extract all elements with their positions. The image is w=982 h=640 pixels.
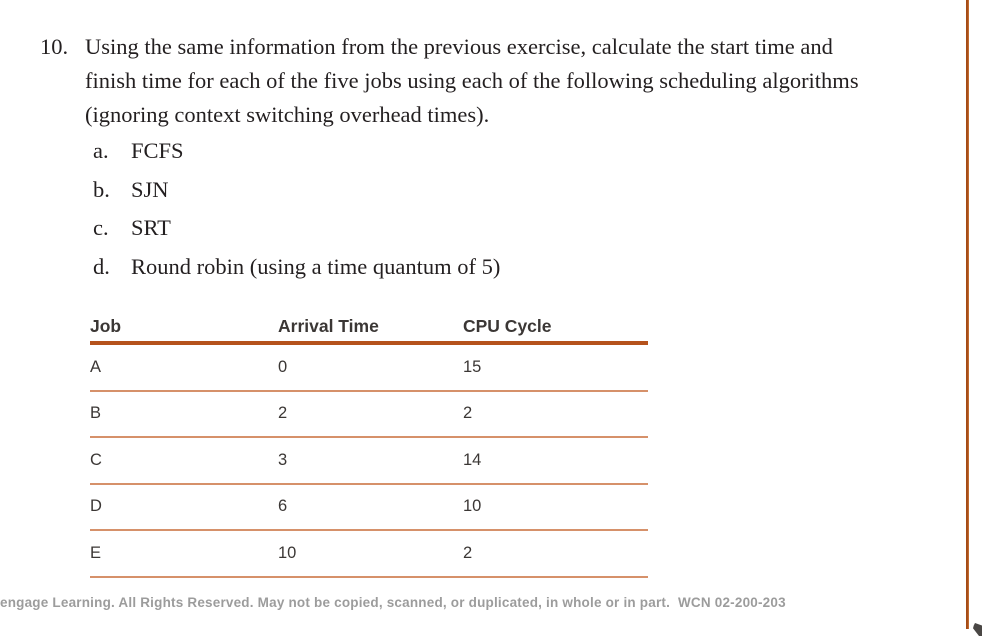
cell-cpu-cycle: 14	[463, 450, 482, 469]
list-marker: c.	[93, 215, 109, 241]
cell-job: D	[90, 497, 102, 516]
column-header-arrival-time: Arrival Time	[278, 315, 379, 336]
table-row: D 6 10	[90, 485, 648, 531]
column-header-job: Job	[90, 315, 122, 336]
cell-arrival-time: 10	[278, 543, 297, 562]
list-marker: a.	[93, 138, 109, 164]
list-item-fcfs: a. FCFS	[93, 132, 693, 171]
list-item-srt: c. SRT	[93, 209, 693, 248]
cell-cpu-cycle: 15	[463, 357, 482, 376]
cell-arrival-time: 6	[278, 497, 288, 516]
copyright-notice: engage Learning. All Rights Reserved. Ma…	[0, 595, 786, 610]
cell-job: C	[90, 450, 102, 469]
table-row: B 2 2	[90, 392, 648, 438]
table-row: C 3 14	[90, 438, 648, 485]
cell-cpu-cycle: 2	[463, 404, 473, 423]
cell-job: E	[90, 543, 102, 562]
exercise-text-line: finish time for each of the five jobs us…	[85, 68, 859, 93]
job-table-header: Job Arrival Time CPU Cycle	[90, 311, 648, 345]
job-table: Job Arrival Time CPU Cycle A 0 15 B 2 2 …	[90, 311, 648, 578]
list-marker: b.	[93, 176, 110, 202]
exercise-number: 10.	[40, 34, 69, 59]
cell-job: A	[90, 357, 102, 376]
list-marker: d.	[93, 254, 110, 280]
cell-arrival-time: 3	[278, 450, 288, 469]
list-item-label: SJN	[131, 176, 169, 202]
algorithm-list: a. FCFS b. SJN c. SRT d. Round robin (us…	[93, 132, 693, 286]
list-item-label: SRT	[131, 215, 171, 241]
cell-arrival-time: 2	[278, 404, 288, 423]
table-row: A 0 15	[90, 345, 648, 392]
cell-cpu-cycle: 10	[463, 497, 482, 516]
exercise-text-line: Using the same information from the prev…	[85, 34, 833, 59]
list-item-sjn: b. SJN	[93, 171, 693, 210]
page-margin-rule	[966, 0, 969, 629]
list-item-round-robin: d. Round robin (using a time quantum of …	[93, 248, 693, 287]
cell-cpu-cycle: 2	[463, 543, 473, 562]
exercise-text: Using the same information from the prev…	[85, 30, 965, 132]
cell-job: B	[90, 404, 102, 423]
exercise-text-line: (ignoring context switching overhead tim…	[85, 102, 490, 127]
column-header-cpu-cycle: CPU Cycle	[463, 315, 552, 336]
table-row: E 10 2	[90, 531, 648, 578]
list-item-label: FCFS	[131, 138, 184, 164]
cell-arrival-time: 0	[278, 357, 288, 376]
page-number-fragment	[973, 623, 982, 636]
list-item-label: Round robin (using a time quantum of 5)	[131, 254, 501, 280]
